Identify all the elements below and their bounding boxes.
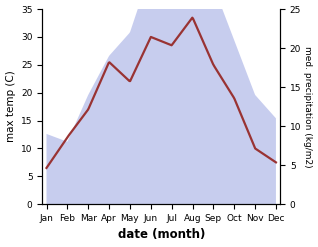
X-axis label: date (month): date (month) [118,228,205,242]
Y-axis label: max temp (C): max temp (C) [5,71,16,143]
Y-axis label: med. precipitation (kg/m2): med. precipitation (kg/m2) [303,46,313,167]
